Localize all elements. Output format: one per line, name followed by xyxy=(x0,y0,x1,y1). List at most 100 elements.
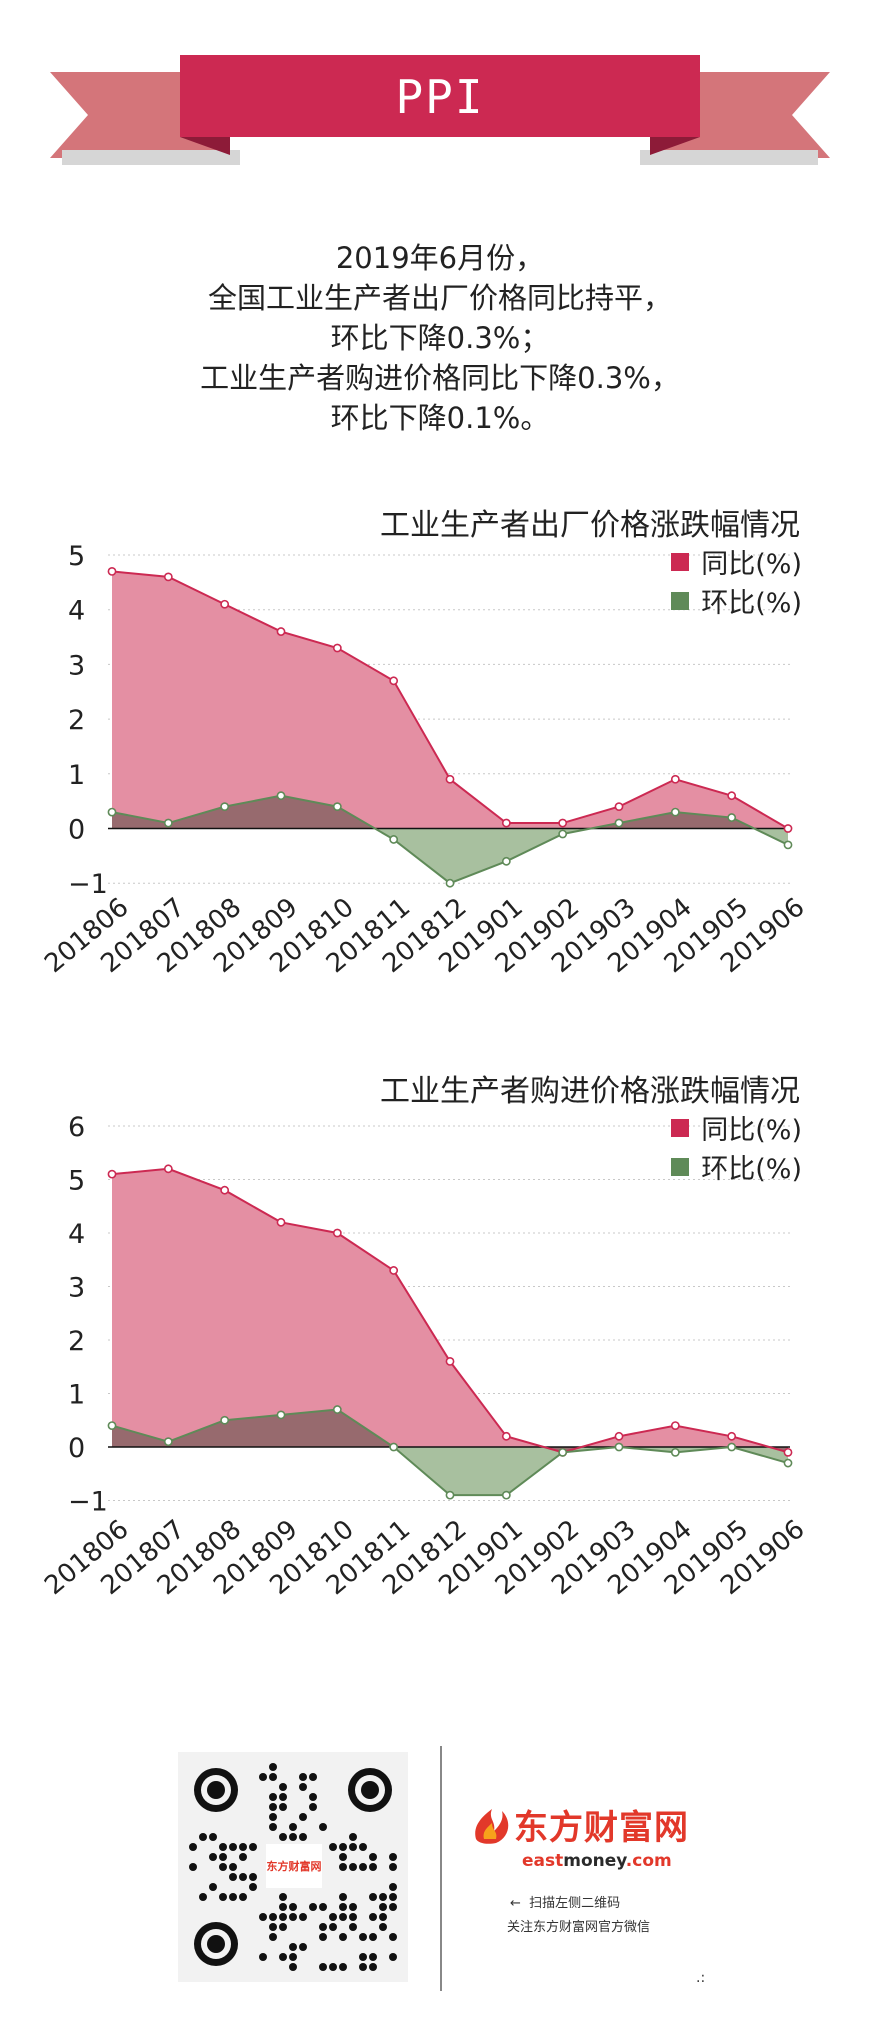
qr-module xyxy=(389,1853,397,1861)
y-tick-label: −1 xyxy=(68,869,108,900)
qr-module xyxy=(339,1963,347,1971)
y-tick-label: 0 xyxy=(68,1433,85,1464)
qr-module xyxy=(229,1863,237,1871)
arrow-left-icon: ← xyxy=(510,1896,521,1911)
qr-module xyxy=(379,1903,387,1911)
qr-module xyxy=(369,1953,377,1961)
qr-module xyxy=(269,1803,277,1811)
qr-module xyxy=(249,1843,257,1851)
qr-module xyxy=(239,1873,247,1881)
legend-label-mom: 环比(%) xyxy=(701,1154,802,1185)
qr-module xyxy=(389,1883,397,1891)
brand-en-post: .com xyxy=(625,1851,672,1871)
qr-finder-center xyxy=(207,1935,225,1953)
summary-line: 环比下降0.1%。 xyxy=(330,401,550,435)
mom-point xyxy=(445,878,455,888)
mom-point xyxy=(558,829,568,839)
qr-module xyxy=(289,1903,297,1911)
qr-module xyxy=(339,1913,347,1921)
mom-point xyxy=(276,791,286,801)
title-banner: PPI xyxy=(0,0,880,175)
qr-module xyxy=(389,1933,397,1941)
qr-module xyxy=(209,1853,217,1861)
y-tick-label: 5 xyxy=(68,1166,85,1197)
qr-module xyxy=(279,1893,287,1901)
legend-item-yoy: 同比(%) xyxy=(671,1108,802,1147)
mom-point xyxy=(107,1421,117,1430)
mom-point xyxy=(614,818,624,828)
legend-label-mom: 环比(%) xyxy=(701,588,802,619)
qr-module xyxy=(279,1783,287,1791)
qr-module xyxy=(359,1953,367,1961)
qr-module xyxy=(359,1843,367,1851)
qr-module xyxy=(319,1823,327,1831)
qr-module xyxy=(299,1783,307,1791)
qr-module xyxy=(339,1893,347,1901)
mom-point xyxy=(107,807,117,817)
yoy-point xyxy=(389,676,399,686)
mom-point xyxy=(614,1442,624,1452)
yoy-point xyxy=(163,572,173,582)
y-tick-label: 6 xyxy=(68,1112,85,1143)
y-tick-label: 4 xyxy=(68,596,85,627)
summary-line: 2019年6月份， xyxy=(335,241,545,275)
qr-module xyxy=(329,1963,337,1971)
brand-en-pre: east xyxy=(522,1851,564,1871)
ribbon-left-shadow xyxy=(62,150,240,165)
yoy-point xyxy=(501,1431,511,1441)
yoy-point xyxy=(276,1217,286,1227)
mom-point xyxy=(389,835,399,844)
chart-legend: 同比(%) 环比(%) xyxy=(671,542,802,620)
qr-module xyxy=(379,1893,387,1901)
purchase-price-chart: 6 5 4 3 2 1 0 −1 201806 201807 201808 201809 201810 2… xyxy=(0,1066,880,1601)
qr-module xyxy=(349,1923,357,1931)
mom-point xyxy=(332,802,342,812)
y-tick-label: 5 xyxy=(68,541,85,572)
footer-divider xyxy=(440,1746,442,1991)
ex-factory-price-chart: 5 4 3 2 1 0 −1 201806 201807 201808 201809 201810 20… xyxy=(0,500,880,1020)
qr-module xyxy=(289,1953,297,1961)
brand-name-en: eastmoney.com xyxy=(470,1851,720,1871)
chart-plot: 543210−120180620180720180820180920181020… xyxy=(39,541,810,979)
qr-code[interactable]: 东方财富网 xyxy=(178,1752,408,1982)
qr-module xyxy=(249,1873,257,1881)
qr-module xyxy=(359,1863,367,1871)
yoy-point xyxy=(332,1228,342,1238)
yoy-point xyxy=(727,791,737,801)
qr-module xyxy=(279,1953,287,1961)
qr-module xyxy=(269,1823,277,1831)
summary-text: 2019年6月份， 全国工业生产者出厂价格同比持平， 环比下降0.3%； 工业生… xyxy=(0,238,880,438)
yoy-point xyxy=(501,818,511,828)
mom-point xyxy=(389,1442,399,1452)
yoy-point xyxy=(614,1431,624,1441)
qr-module xyxy=(329,1923,337,1931)
yoy-point xyxy=(614,802,624,812)
y-tick-label: 0 xyxy=(68,815,85,846)
qr-module xyxy=(299,1773,307,1781)
qr-center-logo-box xyxy=(266,1844,322,1888)
qr-module xyxy=(359,1933,367,1941)
qr-module xyxy=(269,1793,277,1801)
mom-point xyxy=(670,1447,680,1457)
qr-module xyxy=(309,1773,317,1781)
qr-module xyxy=(319,1903,327,1911)
qr-module xyxy=(189,1843,197,1851)
brand-en-mid: money xyxy=(563,1851,626,1871)
qr-module xyxy=(209,1833,217,1841)
qr-module xyxy=(319,1933,327,1941)
qr-finder-center xyxy=(207,1781,225,1799)
qr-module xyxy=(369,1913,377,1921)
y-tick-label: 1 xyxy=(68,760,85,791)
qr-module xyxy=(239,1843,247,1851)
qr-code-pattern: 东方财富网 xyxy=(189,1763,397,1971)
qr-module xyxy=(229,1843,237,1851)
yoy-point xyxy=(670,774,680,784)
scan-hint-text: 扫描左侧二维码 xyxy=(529,1896,621,1911)
yoy-point xyxy=(727,1431,737,1441)
qr-module xyxy=(309,1803,317,1811)
ribbon-main xyxy=(180,55,700,137)
qr-module xyxy=(379,1923,387,1931)
qr-module xyxy=(209,1883,217,1891)
mom-point xyxy=(332,1405,342,1414)
y-tick-label: 1 xyxy=(68,1380,85,1411)
